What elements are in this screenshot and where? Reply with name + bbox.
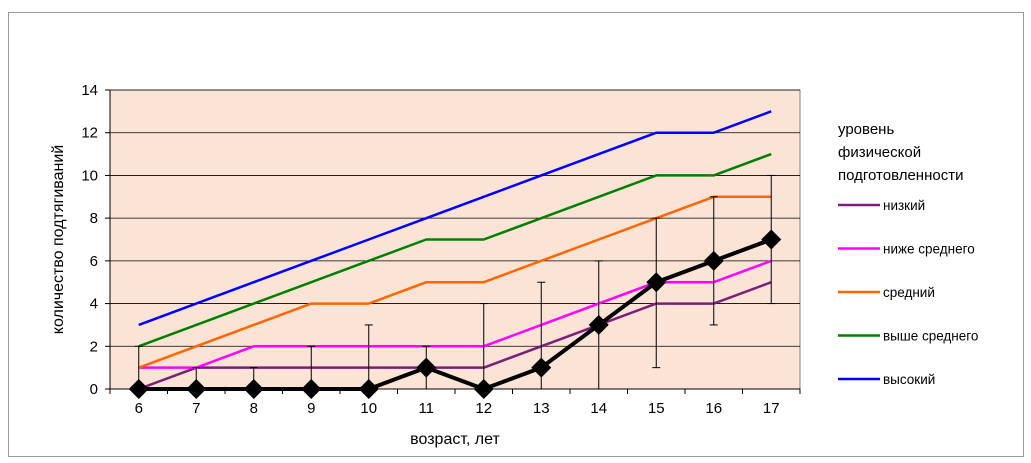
y-tick-label: 14 xyxy=(81,82,98,99)
x-tick-label: 8 xyxy=(250,400,258,417)
measured-point-marker xyxy=(531,357,552,378)
series-line-средний xyxy=(138,195,772,369)
y-axis-title: количество подтягиваний xyxy=(50,145,67,334)
series-line-выше-среднего xyxy=(138,152,772,348)
legend-label-низкий: низкий xyxy=(883,198,925,213)
series-line-низкий xyxy=(138,281,772,391)
x-tick-label: 13 xyxy=(533,400,550,417)
x-tick-label: 16 xyxy=(705,400,722,417)
y-tick-label: 10 xyxy=(81,167,98,184)
legend-label-средний: средний xyxy=(883,285,935,300)
legend-label-высокий: высокий xyxy=(883,372,935,387)
measured-point-marker xyxy=(416,357,437,378)
x-tick-label: 14 xyxy=(590,400,607,417)
y-tick-label: 0 xyxy=(90,381,98,398)
y-tick-label: 12 xyxy=(81,125,98,142)
legend-title-line-2: физической xyxy=(838,144,921,161)
x-tick-label: 6 xyxy=(135,400,143,417)
x-tick-label: 11 xyxy=(418,400,434,417)
x-tick-label: 10 xyxy=(360,400,377,417)
x-tick-label: 7 xyxy=(192,400,200,417)
y-tick-label: 6 xyxy=(90,253,98,270)
y-tick-label: 4 xyxy=(90,296,98,313)
tick-labels: 0 2 4 6 8 10 12 14 6 7 8 9 10 11 12 13 14 15 16 17 xyxy=(81,82,779,417)
x-tick-label: 12 xyxy=(475,400,492,417)
x-axis-title: возраст, лет xyxy=(410,431,500,448)
legend-label-выше-среднего: выше среднего xyxy=(883,329,978,344)
y-tick-label: 8 xyxy=(90,210,98,227)
legend-label-ниже-среднего: ниже среднего xyxy=(883,242,975,257)
x-tick-label: 9 xyxy=(307,400,315,417)
legend: уровень физической подготовленности низк… xyxy=(838,121,978,387)
axes xyxy=(105,89,801,394)
x-tick-label: 17 xyxy=(763,400,780,417)
x-tick-label: 15 xyxy=(648,400,665,417)
series-line-высокий xyxy=(138,110,772,327)
legend-title-line-1: уровень xyxy=(838,121,894,138)
y-tick-label: 2 xyxy=(90,338,98,355)
measured-point-marker xyxy=(761,229,782,250)
measured-point-marker xyxy=(588,314,609,335)
measured-point-marker xyxy=(646,272,667,293)
measured-point-marker xyxy=(703,250,724,271)
legend-title-line-3: подготовленности xyxy=(838,167,963,184)
